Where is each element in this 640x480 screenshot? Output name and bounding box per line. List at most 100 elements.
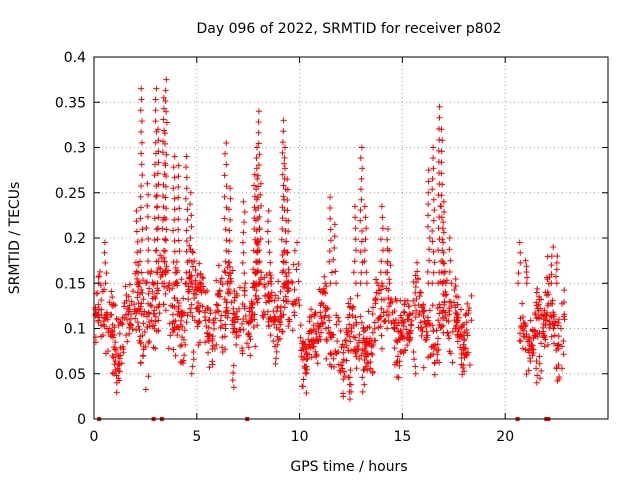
data-point xyxy=(253,296,260,303)
peak-point xyxy=(384,236,391,243)
peak-point xyxy=(361,247,368,254)
data-point xyxy=(392,317,399,324)
data-point xyxy=(532,310,539,317)
dip-point xyxy=(303,363,310,370)
data-point xyxy=(172,317,179,324)
data-point xyxy=(214,302,221,309)
data-point xyxy=(291,312,298,319)
peak-point xyxy=(331,221,338,228)
data-point xyxy=(394,338,401,345)
data-point xyxy=(390,324,397,331)
data-point xyxy=(242,312,249,319)
data-point xyxy=(517,324,524,331)
data-point xyxy=(289,300,296,307)
data-point xyxy=(346,311,353,318)
peak-point xyxy=(439,137,446,144)
peak-point xyxy=(153,85,160,92)
data-point xyxy=(111,324,118,331)
peak-point xyxy=(363,280,370,287)
peak-point xyxy=(162,237,169,244)
peak-point xyxy=(550,244,557,251)
peak-point xyxy=(161,130,168,137)
data-point xyxy=(126,281,133,288)
data-point xyxy=(174,332,181,339)
data-point xyxy=(236,284,243,291)
data-point xyxy=(523,331,530,338)
data-point xyxy=(231,297,238,304)
dip-point xyxy=(115,353,122,360)
data-point xyxy=(297,334,304,341)
data-point xyxy=(113,389,120,396)
data-point xyxy=(137,359,144,366)
data-point xyxy=(191,257,198,264)
peak-point xyxy=(222,150,229,157)
peak-point xyxy=(333,280,340,287)
peak-point xyxy=(171,195,178,202)
data-point xyxy=(273,355,280,362)
data-point xyxy=(218,312,225,319)
peak-point xyxy=(151,237,158,244)
peak-point xyxy=(239,259,246,266)
peak-point xyxy=(351,203,358,210)
data-point xyxy=(397,312,404,319)
peak-point xyxy=(254,172,261,179)
data-point xyxy=(199,303,206,310)
data-point xyxy=(98,297,105,304)
peak-point xyxy=(282,165,289,172)
data-point xyxy=(284,288,291,295)
data-point xyxy=(148,268,155,275)
data-point xyxy=(385,295,392,302)
data-point xyxy=(295,296,302,303)
peak-point xyxy=(159,149,166,156)
peak-point xyxy=(430,217,437,224)
data-point xyxy=(443,277,450,284)
data-point xyxy=(520,327,527,334)
data-point xyxy=(235,332,242,339)
data-point xyxy=(468,317,475,324)
data-point xyxy=(191,317,198,324)
data-point xyxy=(149,288,156,295)
data-point xyxy=(549,301,556,308)
peak-point xyxy=(283,238,290,245)
peak-point xyxy=(285,228,292,235)
dip-point xyxy=(115,360,122,367)
peak-point xyxy=(424,268,431,275)
data-point xyxy=(127,321,134,328)
data-point xyxy=(354,292,361,299)
data-point xyxy=(254,299,261,306)
data-point xyxy=(126,320,133,327)
data-point xyxy=(217,317,224,324)
data-point xyxy=(405,316,412,323)
peak-point xyxy=(256,280,263,287)
data-point xyxy=(275,295,282,302)
peak-point xyxy=(188,212,195,219)
data-point xyxy=(318,329,325,336)
data-point xyxy=(261,283,268,290)
data-point xyxy=(179,334,186,341)
data-point xyxy=(209,345,216,352)
data-point xyxy=(177,343,184,350)
data-point xyxy=(553,347,560,354)
data-point xyxy=(201,309,208,316)
peak-point xyxy=(154,126,161,133)
peak-point xyxy=(357,217,364,224)
data-point xyxy=(181,327,188,334)
peak-point xyxy=(258,269,265,276)
data-point xyxy=(181,309,188,316)
peak-point xyxy=(154,203,161,210)
data-point xyxy=(434,341,441,348)
data-point xyxy=(95,273,102,280)
peak-point xyxy=(251,204,258,211)
data-point xyxy=(111,346,118,353)
peak-point xyxy=(439,181,446,188)
peak-point xyxy=(350,269,357,276)
data-point xyxy=(541,307,548,314)
data-point xyxy=(231,325,238,332)
data-point xyxy=(400,308,407,315)
data-point xyxy=(361,345,368,352)
dip-point xyxy=(360,367,367,374)
data-point xyxy=(252,343,259,350)
data-point xyxy=(203,323,210,330)
peak-point xyxy=(515,280,522,287)
peak-point xyxy=(331,244,338,251)
